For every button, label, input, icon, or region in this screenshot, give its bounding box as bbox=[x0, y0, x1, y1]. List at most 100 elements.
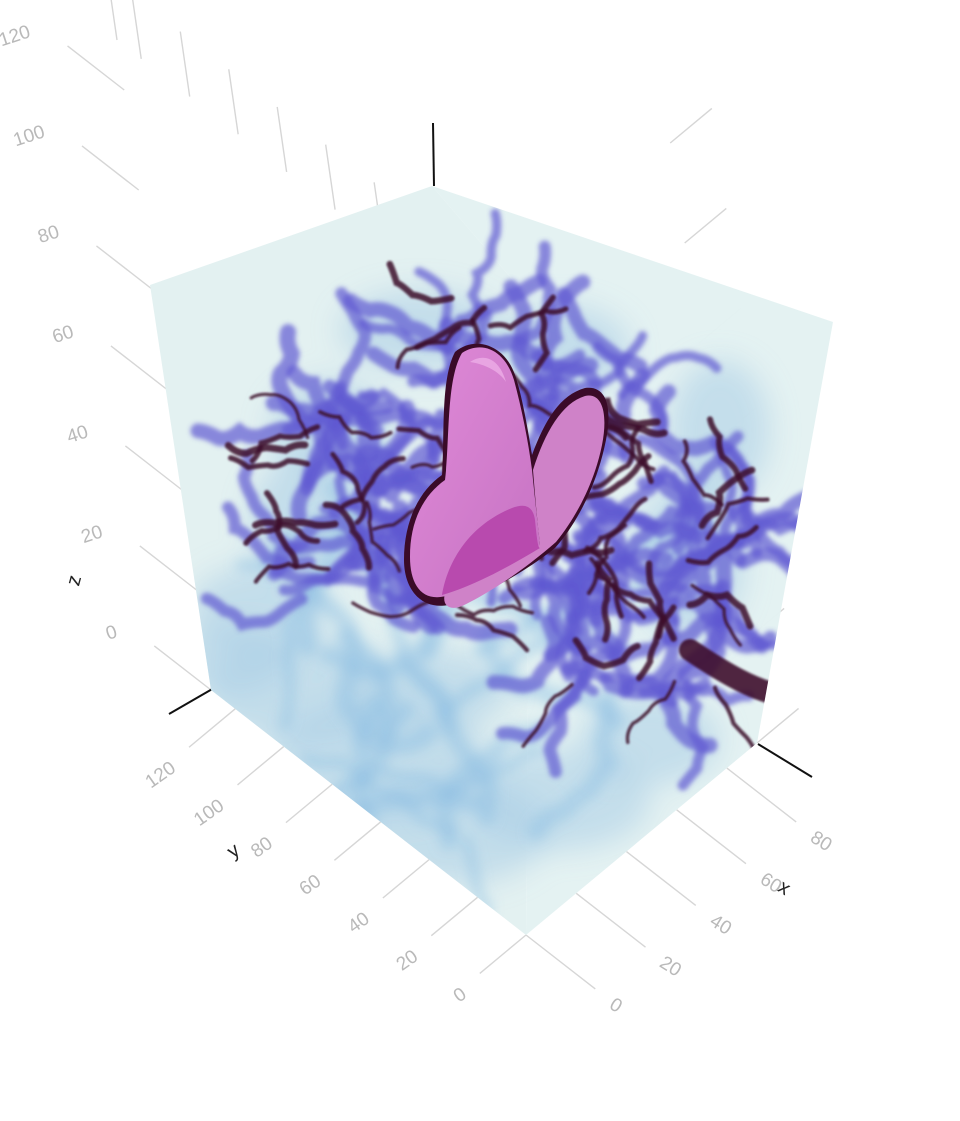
dark-filament-16 bbox=[487, 306, 569, 331]
dark-filament-48 bbox=[454, 612, 530, 653]
dark-filament-12 bbox=[318, 410, 393, 440]
y-tick-3: 60 bbox=[296, 871, 325, 900]
x-tick-0: 0 bbox=[606, 994, 626, 1017]
mid-filament-100 bbox=[564, 543, 625, 656]
dark-filament-6 bbox=[227, 455, 311, 471]
mid-filament-37 bbox=[343, 293, 456, 356]
z-tick-4: 80 bbox=[35, 222, 62, 249]
z-tick-6: 120 bbox=[0, 22, 33, 52]
mid-filament-29 bbox=[357, 387, 439, 465]
dark-filament-18 bbox=[386, 260, 455, 305]
z-tick-5: 100 bbox=[11, 122, 48, 152]
mid-filament-124 bbox=[593, 527, 698, 577]
mid-filament-109 bbox=[237, 449, 298, 555]
mid-filament-54 bbox=[503, 279, 547, 397]
mid-filament-102 bbox=[559, 547, 674, 597]
grid-line-z-4 bbox=[96, 245, 154, 291]
dark-filament-42 bbox=[521, 683, 574, 748]
grid-line-y-1 bbox=[430, 896, 478, 937]
z-tick-3: 60 bbox=[50, 322, 77, 349]
wisp-20 bbox=[301, 753, 459, 838]
mid-filament-79 bbox=[543, 667, 592, 778]
dark-filament-53 bbox=[351, 600, 429, 619]
dark-filament-47 bbox=[586, 523, 627, 595]
grid-line-x-0 bbox=[525, 934, 596, 990]
grid-line-z-6 bbox=[67, 45, 125, 91]
grid-line-y-4 bbox=[285, 783, 333, 824]
dark-filament-37 bbox=[712, 685, 759, 758]
grid-line-y-0 bbox=[479, 934, 527, 974]
mid-filament-21 bbox=[190, 421, 312, 447]
dark-filament-38 bbox=[572, 637, 641, 670]
dark-filament-4 bbox=[249, 392, 310, 440]
dark-streak bbox=[679, 639, 779, 703]
dark-filament-40 bbox=[610, 582, 665, 640]
y-tick-5: 100 bbox=[190, 795, 228, 830]
grid-line-z-1 bbox=[139, 545, 197, 591]
z-tick-2: 40 bbox=[64, 422, 91, 449]
isosurface-highlight bbox=[470, 357, 506, 382]
dark-filament-17 bbox=[413, 304, 488, 351]
wisp-24 bbox=[279, 564, 333, 731]
x-tick-2: 40 bbox=[706, 911, 735, 940]
dark-filament-26 bbox=[591, 424, 642, 490]
dark-filament-55 bbox=[705, 496, 770, 541]
wisp-23 bbox=[298, 582, 396, 739]
dark-filament-36 bbox=[686, 590, 754, 630]
mid-filament-114 bbox=[290, 414, 350, 525]
z-tick-labels: 0 20 40 60 80 100 120 bbox=[0, 22, 120, 645]
y-tick-0: 0 bbox=[450, 984, 471, 1007]
grid-line-z-right-0 bbox=[756, 707, 800, 744]
mid-filament-98 bbox=[543, 635, 634, 699]
dark-filament-10 bbox=[322, 501, 373, 571]
mid-filament-51 bbox=[556, 287, 648, 374]
isosurface bbox=[404, 343, 609, 608]
y-axis-title: y bbox=[223, 839, 244, 863]
mid-filament-97 bbox=[538, 539, 580, 650]
grid-line-y-2 bbox=[382, 859, 430, 899]
grid-line-x-top-0 bbox=[110, 0, 118, 41]
dark-filament-41 bbox=[645, 560, 677, 642]
mid-filament-96 bbox=[486, 614, 564, 694]
grid-line-z-2 bbox=[124, 445, 183, 491]
haze-blob-6 bbox=[170, 625, 290, 695]
wisp-18 bbox=[527, 685, 621, 841]
isosurface-right-lobe bbox=[444, 395, 605, 608]
axis-lines bbox=[168, 122, 813, 778]
mid-filament-60 bbox=[648, 384, 725, 457]
x-tick-1: 20 bbox=[656, 952, 685, 981]
dark-filament-52 bbox=[264, 490, 299, 570]
dark-filament-29 bbox=[594, 560, 613, 643]
grid-line-z-right-5 bbox=[684, 207, 727, 244]
mid-filament-88 bbox=[638, 679, 755, 708]
y-tick-6: 120 bbox=[142, 758, 180, 793]
y-tick-4: 80 bbox=[247, 833, 276, 862]
dark-filament-8 bbox=[224, 441, 309, 457]
mid-filament-119 bbox=[278, 521, 366, 596]
isosurface-inner-fold bbox=[442, 505, 540, 595]
grid-line-z-3 bbox=[110, 345, 169, 391]
dark-filament-31 bbox=[625, 679, 677, 745]
z-axis-line bbox=[432, 122, 435, 187]
grid-line-z-right-6 bbox=[669, 107, 713, 144]
y-tick-1: 20 bbox=[393, 946, 422, 975]
dark-filament-33 bbox=[585, 545, 624, 619]
dark-filament-27 bbox=[579, 453, 652, 501]
z-tick-1: 20 bbox=[79, 522, 106, 549]
grid-line-y-top-6 bbox=[132, 0, 142, 59]
x-tick-4: 80 bbox=[806, 827, 835, 856]
mid-filament-130 bbox=[635, 433, 706, 528]
grid-line-z-0 bbox=[153, 645, 212, 691]
mid-filament-95 bbox=[572, 505, 659, 568]
grid-line-x-1 bbox=[575, 892, 646, 948]
mid-filament-83 bbox=[658, 656, 718, 754]
grid-line-y-top-4 bbox=[228, 69, 239, 135]
y-tick-2: 40 bbox=[344, 908, 373, 937]
grid-line-y-top-2 bbox=[324, 144, 336, 210]
grid-line-x-4 bbox=[726, 767, 797, 823]
z-tick-0: 0 bbox=[103, 622, 120, 645]
grid-line-x-3 bbox=[676, 809, 747, 865]
dark-filament-58 bbox=[698, 466, 756, 530]
